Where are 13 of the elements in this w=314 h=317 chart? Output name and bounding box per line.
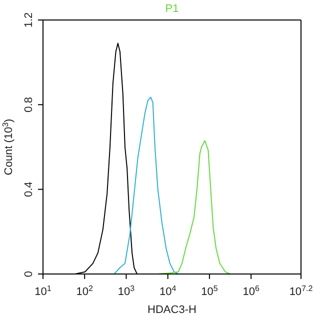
x-tick-label: 10$^{6}$ <box>242 284 260 298</box>
y-tick-label: 0 <box>23 270 35 278</box>
y-tick-label: 1.2 <box>23 12 35 28</box>
chart-title: P1 <box>164 3 180 15</box>
y-tick-label: 0.8 <box>23 97 35 112</box>
x-axis-title: HDAC3-H <box>148 304 196 316</box>
x-tick-label: 10$^{3}$ <box>118 284 136 298</box>
x-tick-label: 10$^{5}$ <box>201 284 218 298</box>
x-tick-label: 10$^{2}$ <box>76 284 94 298</box>
y-tick-label: 0.4 <box>23 182 35 197</box>
x-tick-label: 10$^{4}$ <box>159 284 177 298</box>
x-tick-label: 10$^{1}$ <box>34 284 52 298</box>
x-tick-label: 10$^{7.2}$ <box>289 284 314 298</box>
